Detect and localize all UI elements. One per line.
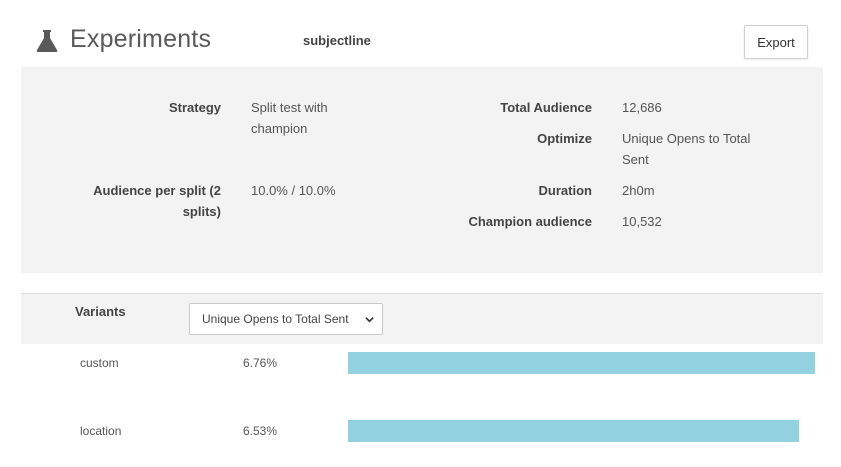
variant-row-location: location 6.53%: [21, 420, 823, 446]
audience-per-split-label-line2: splits): [182, 204, 221, 219]
experiment-summary-panel: Strategy Split test with champion Audien…: [21, 67, 823, 273]
variants-header: Variants Unique Opens to Total Sent: [21, 294, 823, 344]
total-audience-value: 12,686: [622, 100, 662, 115]
page-header: Experiments subjectline Export: [0, 0, 841, 70]
optimize-value: Unique Opens to Total Sent: [622, 128, 782, 170]
chevron-down-icon: [365, 317, 374, 323]
flask-icon: [36, 30, 58, 52]
audience-per-split-value: 10.0% / 10.0%: [251, 183, 336, 198]
page-title: Experiments: [70, 25, 212, 53]
variant-bar: [348, 352, 815, 374]
metric-select-value: Unique Opens to Total Sent: [202, 312, 349, 326]
duration-label: Duration: [538, 183, 592, 198]
variant-value: 6.53%: [243, 424, 278, 438]
variant-row-custom: custom 6.76%: [21, 352, 823, 378]
experiment-name: subjectline: [303, 33, 371, 48]
variant-value: 6.76%: [243, 356, 278, 370]
optimize-label: Optimize: [537, 131, 592, 146]
metric-select[interactable]: Unique Opens to Total Sent: [189, 303, 383, 335]
optimize-value-line1: Unique Opens to Total: [622, 131, 751, 146]
export-button[interactable]: Export: [744, 25, 808, 59]
variants-label: Variants: [75, 304, 126, 319]
optimize-value-line2: Sent: [622, 152, 649, 167]
strategy-value-line2: champion: [251, 121, 308, 136]
section-divider: [21, 293, 823, 294]
duration-value: 2h0m: [622, 183, 655, 198]
variant-name: location: [80, 424, 122, 438]
strategy-label: Strategy: [168, 100, 221, 115]
audience-per-split-label-line1: Audience per split (2: [93, 183, 221, 198]
strategy-value-line1: Split test with: [251, 100, 328, 115]
total-audience-label: Total Audience: [500, 100, 592, 115]
strategy-value: Split test with champion: [251, 97, 381, 139]
champion-audience-value: 10,532: [622, 214, 662, 229]
audience-per-split-label: Audience per split (2 splits): [61, 180, 221, 222]
variant-bar: [348, 420, 799, 442]
variant-name: custom: [80, 356, 119, 370]
champion-audience-label: Champion audience: [468, 214, 592, 229]
